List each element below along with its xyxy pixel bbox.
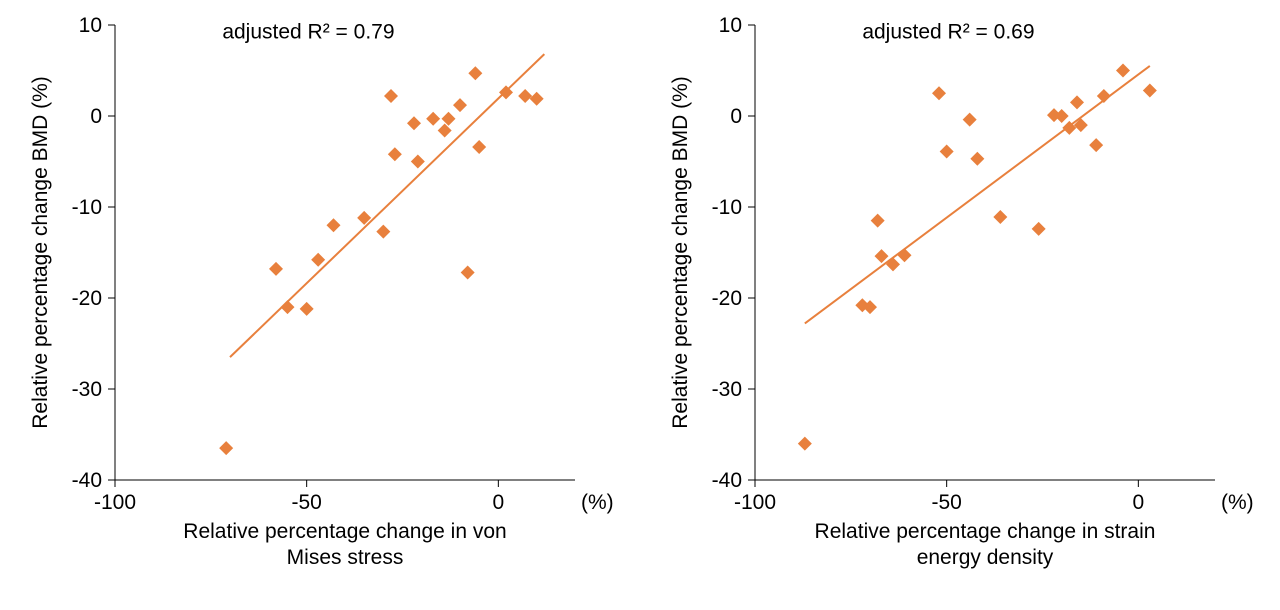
data-point (411, 155, 425, 169)
scatter-svg-left: -40-30-20-10010-100-500(%)Relative perce… (0, 0, 640, 610)
y-axis-title: Relative percentage change BMD (%) (669, 76, 692, 429)
regression-line (230, 54, 544, 357)
y-axis-title: Relative percentage change BMD (%) (29, 76, 52, 429)
data-point (281, 300, 295, 314)
data-point (376, 225, 390, 239)
data-point (875, 249, 889, 263)
x-tick-label: -100 (734, 491, 776, 514)
scatter-panel-right: -40-30-20-10010-100-500(%)Relative perce… (640, 0, 1280, 610)
y-tick-label: -20 (712, 287, 742, 310)
data-point (530, 92, 544, 106)
data-point (932, 86, 946, 100)
data-point (1097, 89, 1111, 103)
data-point (1116, 64, 1130, 78)
data-point (384, 89, 398, 103)
data-point (1143, 84, 1157, 98)
data-point (219, 441, 233, 455)
x-tick-label: -50 (931, 491, 961, 514)
figure-container: -40-30-20-10010-100-500(%)Relative perce… (0, 0, 1280, 610)
x-unit-label: (%) (581, 491, 614, 514)
y-tick-label: 10 (79, 14, 102, 37)
scatter-svg-right: -40-30-20-10010-100-500(%)Relative perce… (640, 0, 1280, 610)
y-tick-label: 0 (90, 105, 102, 128)
x-axis-title: Relative percentage change in strain (815, 520, 1156, 543)
data-point (798, 437, 812, 451)
y-tick-label: -40 (72, 469, 102, 492)
x-unit-label: (%) (1221, 491, 1254, 514)
data-point (518, 89, 532, 103)
data-point (1089, 138, 1103, 152)
data-point (871, 214, 885, 228)
data-point (898, 248, 912, 262)
data-point (1032, 222, 1046, 236)
data-point (426, 112, 440, 126)
x-tick-label: -100 (94, 491, 136, 514)
data-point (453, 98, 467, 112)
scatter-panel-left: -40-30-20-10010-100-500(%)Relative perce… (0, 0, 640, 610)
y-tick-label: 10 (719, 14, 742, 37)
regression-line (805, 66, 1150, 324)
x-tick-label: 0 (1132, 491, 1144, 514)
x-tick-label: -50 (291, 491, 321, 514)
data-point (300, 302, 314, 316)
data-point (388, 147, 402, 161)
x-axis-title: Relative percentage change in von (183, 520, 506, 543)
data-point (1070, 95, 1084, 109)
data-point (940, 144, 954, 158)
r-squared-annotation: adjusted R² = 0.79 (222, 21, 394, 44)
data-point (327, 218, 341, 232)
y-tick-label: -40 (712, 469, 742, 492)
r-squared-annotation: adjusted R² = 0.69 (862, 21, 1034, 44)
y-tick-label: -10 (712, 196, 742, 219)
data-point (269, 262, 283, 276)
x-axis-title: Mises stress (287, 546, 404, 569)
data-point (461, 266, 475, 280)
y-tick-label: -30 (712, 378, 742, 401)
data-point (963, 113, 977, 127)
data-point (886, 257, 900, 271)
data-point (442, 112, 456, 126)
data-point (407, 116, 421, 130)
y-tick-label: -10 (72, 196, 102, 219)
data-point (311, 253, 325, 267)
data-point (970, 152, 984, 166)
x-tick-label: 0 (492, 491, 504, 514)
data-point (438, 124, 452, 138)
x-axis-title: energy density (917, 546, 1054, 569)
data-point (468, 66, 482, 80)
data-point (993, 210, 1007, 224)
y-tick-label: -20 (72, 287, 102, 310)
data-point (472, 140, 486, 154)
y-tick-label: 0 (730, 105, 742, 128)
y-tick-label: -30 (72, 378, 102, 401)
